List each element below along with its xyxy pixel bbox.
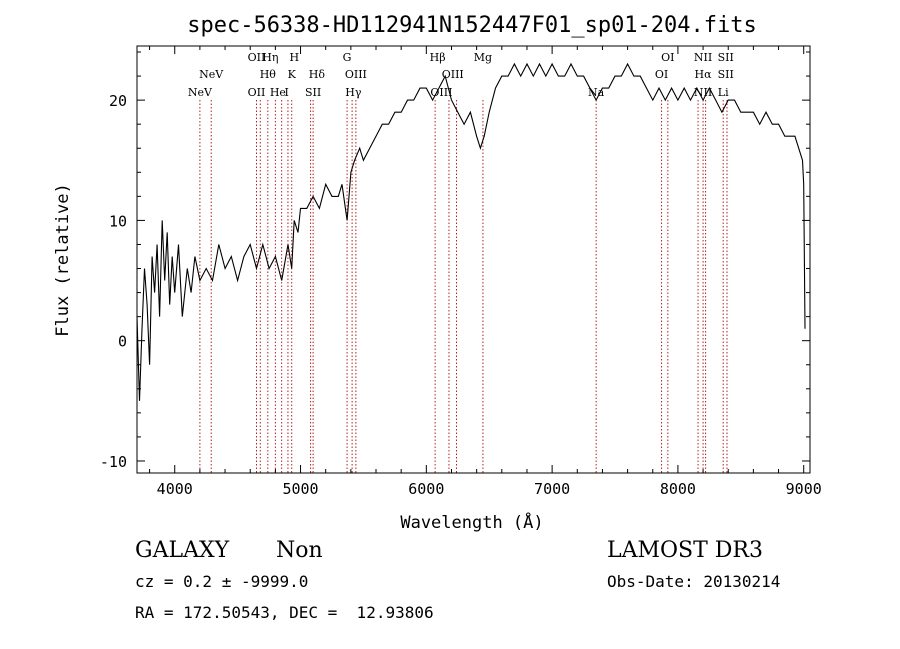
x-axis-ticks: 4000 5000 6000 7000 8000 9000 <box>149 46 822 498</box>
emission-line-label: I <box>285 86 289 99</box>
emission-line-label: OII <box>248 86 266 99</box>
survey-name: LAMOST DR3 <box>607 538 763 563</box>
emission-line-label: OII <box>248 51 266 64</box>
emission-line-label: NII <box>694 86 712 99</box>
emission-line-label: SII <box>718 68 734 81</box>
y-axis-ticks: -10 0 10 20 <box>100 51 810 471</box>
coordinates-readout: RA = 172.50543, DEC = 12.93806 <box>135 603 434 622</box>
emission-line-label: SII <box>305 86 321 99</box>
emission-line-label: Li <box>718 86 729 99</box>
x-tick-label: 6000 <box>408 480 444 498</box>
emission-line-label: NII <box>694 51 712 64</box>
y-tick-label: -10 <box>100 453 127 471</box>
x-tick-label: 8000 <box>660 480 696 498</box>
spectrum-series-line <box>136 62 806 401</box>
emission-line-label: He <box>270 86 286 99</box>
emission-line-label: OIII <box>430 86 452 99</box>
emission-line-label: Na <box>588 86 605 99</box>
emission-line-label: H <box>289 51 299 64</box>
x-tick-label: 7000 <box>534 480 570 498</box>
emission-line-label: NeV <box>199 68 224 81</box>
x-tick-label: 5000 <box>282 480 318 498</box>
emission-line-label: OI <box>661 51 674 64</box>
chart-title: spec-56338-HD112941N152447F01_sp01-204.f… <box>187 13 757 38</box>
emission-line-label: Hα <box>695 68 713 81</box>
x-axis-label: Wavelength (Å) <box>400 511 543 533</box>
redshift-readout: cz = 0.2 ± -9999.0 <box>135 572 309 591</box>
emission-line-label: Hθ <box>260 68 277 81</box>
emission-line-markers <box>199 100 728 473</box>
plot-frame <box>136 45 811 474</box>
emission-line-label: OIII <box>442 68 464 81</box>
x-tick-label: 4000 <box>157 480 193 498</box>
emission-line-label: G <box>343 51 352 64</box>
emission-line-label: Mg <box>474 51 492 64</box>
object-subclass: Non <box>276 538 323 563</box>
object-class: GALAXY <box>135 538 230 563</box>
y-tick-label: 0 <box>118 333 127 351</box>
y-axis-label: Flux (relative) <box>53 183 73 337</box>
emission-line-label: Hδ <box>309 68 326 81</box>
emission-line-label: OIII <box>345 68 367 81</box>
emission-line-label: K <box>288 68 297 81</box>
emission-line-label: Hγ <box>345 86 362 99</box>
emission-line-label: Hη <box>262 51 278 64</box>
emission-line-label: Hβ <box>430 51 446 64</box>
emission-line-label: SII <box>718 51 734 64</box>
emission-line-label: OI <box>655 68 668 81</box>
y-tick-label: 20 <box>109 92 127 110</box>
observation-date: Obs-Date: 20130214 <box>607 572 781 591</box>
y-tick-label: 10 <box>109 212 127 230</box>
x-tick-label: 9000 <box>786 480 822 498</box>
emission-line-label: NeV <box>188 86 213 99</box>
